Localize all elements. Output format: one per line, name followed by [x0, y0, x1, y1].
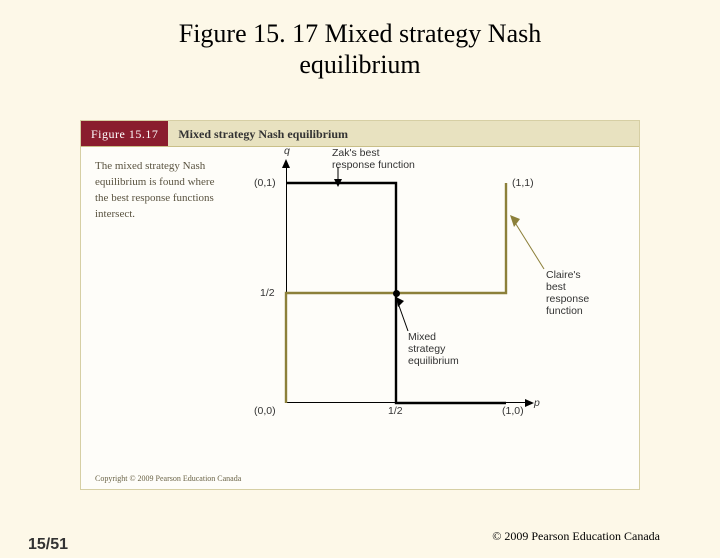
zak-label-l1: Zak's best — [332, 147, 380, 159]
ytick-half: 1/2 — [260, 287, 275, 299]
zak-arrow-icon — [326, 167, 350, 189]
figure-tag: Figure 15.17 — [81, 121, 168, 146]
claire-label-l1: Claire's best — [546, 269, 581, 293]
xtick-half: 1/2 — [388, 405, 403, 417]
figure-header: Figure 15.17 Mixed strategy Nash equilib… — [81, 121, 639, 147]
title-line1: Figure 15. 17 Mixed strategy Nash — [179, 19, 542, 48]
x-axis-label: p — [534, 397, 540, 409]
point-11: (1,1) — [512, 177, 534, 189]
point-10: (1,0) — [502, 405, 524, 417]
claire-arrow-icon — [508, 213, 548, 273]
figure-box: Figure 15.17 Mixed strategy Nash equilib… — [80, 120, 640, 490]
figure-inner-copyright: Copyright © 2009 Pearson Education Canad… — [95, 474, 241, 483]
y-axis-arrow-icon — [282, 159, 290, 168]
x-axis-arrow-icon — [525, 399, 534, 407]
eq-label-l2: strategy — [408, 343, 445, 355]
figure-sidebar-text: The mixed strategy Nash equilibrium is f… — [95, 159, 223, 223]
figure-caption: Mixed strategy Nash equilibrium — [168, 121, 348, 146]
chart-area: q p (0,1) (1,1) (0,0) (1,0) 1/2 1/2 Zak'… — [231, 157, 626, 467]
claire-label-l2: response — [546, 293, 589, 305]
y-axis-label: q — [284, 145, 290, 157]
equilibrium-arrow-icon — [394, 295, 414, 335]
equilibrium-label: Mixed strategy equilibrium — [408, 331, 459, 367]
slide-number: 15/51 — [28, 536, 68, 554]
point-00: (0,0) — [254, 405, 276, 417]
claire-label-l3: function — [546, 305, 583, 317]
eq-label-l3: equilibrium — [408, 355, 459, 367]
claire-label: Claire's best response function — [546, 269, 589, 317]
title-line2: equilibrium — [299, 50, 420, 79]
footer-copyright: © 2009 Pearson Education Canada — [492, 529, 660, 544]
slide-title: Figure 15. 17 Mixed strategy Nash equili… — [0, 18, 720, 80]
plot: q p (0,1) (1,1) (0,0) (1,0) 1/2 1/2 Zak'… — [286, 183, 506, 403]
point-01: (0,1) — [254, 177, 276, 189]
